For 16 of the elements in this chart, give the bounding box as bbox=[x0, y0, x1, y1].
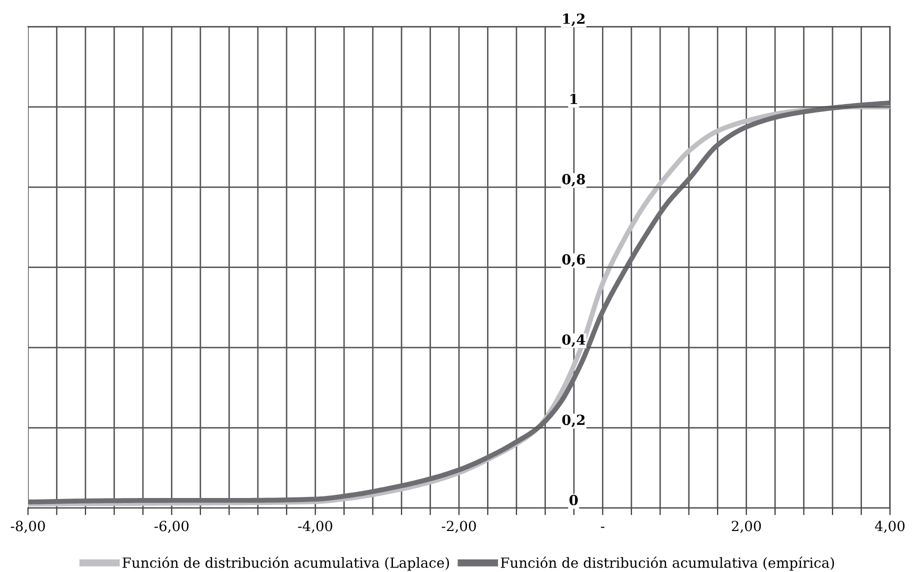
y-tick-label: 0,8 bbox=[562, 174, 585, 187]
y-tick-label: 1,2 bbox=[563, 14, 584, 26]
y-tick-label: 0 bbox=[569, 494, 578, 506]
y-tick-label: 0,2 bbox=[562, 414, 584, 428]
x-tick-label: - bbox=[600, 526, 604, 528]
y-tick-label: 0,4 bbox=[562, 334, 586, 347]
y-tick-label: 1 bbox=[570, 94, 578, 104]
x-tick-label: -8,00 bbox=[10, 520, 45, 533]
legend-label: Función de distribución acumulativa (empírica) bbox=[500, 556, 834, 571]
x-tick-label: 4,00 bbox=[874, 520, 905, 533]
y-tick-label: 0,6 bbox=[562, 254, 585, 267]
x-tick-label: -4,00 bbox=[298, 520, 332, 533]
legend-label: Función de distribución acumulativa (Laplace) bbox=[122, 556, 449, 571]
x-tick-label: -6,00 bbox=[154, 520, 189, 533]
x-tick-label: 2,00 bbox=[732, 520, 761, 533]
x-tick-label: -2,00 bbox=[442, 520, 476, 533]
